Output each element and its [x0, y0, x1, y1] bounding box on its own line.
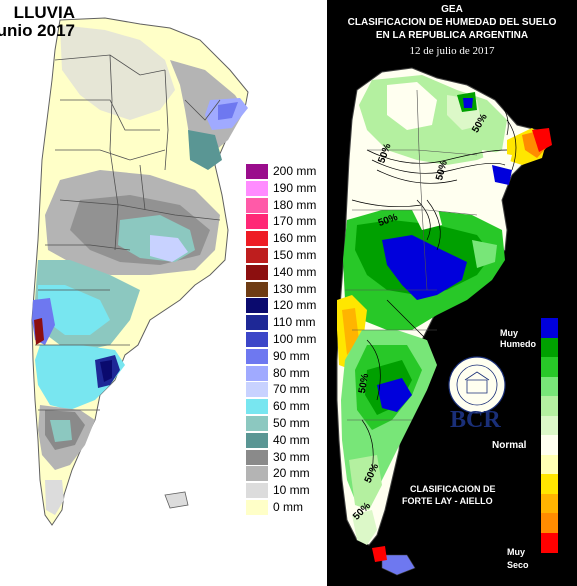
legend-swatch [246, 248, 268, 263]
legend-label-muy-humedo-2: Humedo [500, 339, 536, 349]
legend-swatch [246, 264, 268, 280]
soil-title-line1: GEA [441, 4, 463, 15]
rain-zone-northeast-40mm [188, 130, 222, 170]
legend-label: 20 mm [273, 466, 310, 481]
legend-swatch [246, 164, 268, 179]
soil-map-date: 12 de julio de 2017 [409, 45, 495, 57]
legend-label-muy-humedo-1: Muy [500, 328, 518, 338]
legend-label: 120 mm [273, 298, 317, 313]
legend-swatch [246, 281, 268, 297]
rain-zone-10mm [60, 25, 175, 120]
legend-label: 180 mm [273, 197, 317, 212]
classification-line1: CLASIFICACION DE [410, 484, 496, 494]
soil-legend-swatch [541, 415, 558, 436]
soil-legend-swatch [541, 513, 558, 533]
legend-swatch [246, 180, 268, 196]
legend-swatch [246, 449, 268, 465]
legend-label: 110 mm [273, 315, 316, 330]
legend-label: 70 mm [273, 382, 310, 397]
legend-label: 50 mm [273, 416, 310, 430]
legend-label: 30 mm [273, 449, 310, 464]
soil-province-borders [345, 89, 478, 421]
legend-label: 150 mm [273, 248, 317, 262]
legend-swatch [246, 365, 268, 381]
rainfall-map [31, 17, 249, 526]
rain-zone-tierra-del-fuego [45, 480, 64, 515]
soil-legend-swatch [541, 318, 558, 338]
legend-label: 130 mm [273, 281, 317, 296]
legend-swatch [246, 315, 268, 331]
soil-title-line3: EN LA REPUBLICA ARGENTINA [375, 30, 529, 41]
legend-label-muy-seco-1: Muy [507, 547, 525, 557]
soil-zone-center-very-wet [382, 235, 467, 300]
rain-zone-70mm [150, 235, 188, 262]
legend-label: 170 mm [273, 214, 317, 229]
legend-label: 40 mm [273, 432, 310, 447]
soil-legend-swatch [541, 532, 558, 553]
legend-swatch [246, 348, 268, 364]
legend-label: 80 mm [273, 365, 310, 380]
legend-label: 100 mm [273, 332, 317, 346]
legend-swatch [246, 231, 268, 247]
legend-label-normal: Normal [492, 440, 527, 451]
legend-swatch [246, 298, 268, 314]
soil-legend-swatch [541, 454, 558, 475]
soil-legend-swatch [541, 493, 558, 514]
legend-swatch [246, 500, 268, 515]
province-borders [35, 54, 221, 411]
soil-moisture-map [336, 67, 552, 576]
rainfall-title-line2: Junio 2017 [0, 21, 75, 40]
legend-label: 10 mm [273, 483, 310, 498]
soil-legend-swatch [541, 474, 558, 494]
soil-tierra-del-fuego [381, 554, 416, 576]
soil-legend-swatch [541, 337, 558, 358]
legend-label-muy-seco-2: Seco [507, 560, 529, 570]
legend-label: 190 mm [273, 180, 317, 195]
legend-swatch [246, 382, 268, 398]
bcr-logo: BCR [450, 407, 501, 433]
soil-legend-swatch [541, 435, 558, 455]
legend-swatch [246, 332, 268, 347]
legend-label: 0 mm [273, 500, 303, 514]
classification-line2: FORTE LAY - AIELLO [402, 496, 493, 506]
legend-swatch [246, 399, 268, 415]
legend-label: 90 mm [273, 348, 310, 363]
legend-label: 140 mm [273, 264, 317, 279]
legend-swatch [246, 466, 268, 482]
legend-label: 200 mm [273, 164, 317, 178]
legend-swatch [246, 214, 268, 230]
soil-legend-swatch [541, 396, 558, 416]
legend-swatch [246, 416, 268, 431]
malvinas-islands [164, 491, 189, 509]
legend-swatch [246, 197, 268, 213]
soil-zone-south-very-wet [377, 378, 412, 412]
contour-lines [351, 99, 517, 471]
legend-swatch [246, 432, 268, 448]
soil-legend-swatch [541, 357, 558, 377]
legend-label: 160 mm [273, 231, 317, 246]
soil-legend-swatch [541, 376, 558, 397]
legend-swatch [246, 483, 268, 499]
soil-title-line2: CLASIFICACION DE HUMEDAD DEL SUELO [347, 17, 557, 28]
legend-label: 60 mm [273, 399, 310, 414]
rainfall-title-line1: LLUVIA [13, 3, 75, 22]
rainfall-map-panel: LLUVIA Junio 2017 200 mm 190 mm 180 mm 170 … [0, 3, 317, 526]
